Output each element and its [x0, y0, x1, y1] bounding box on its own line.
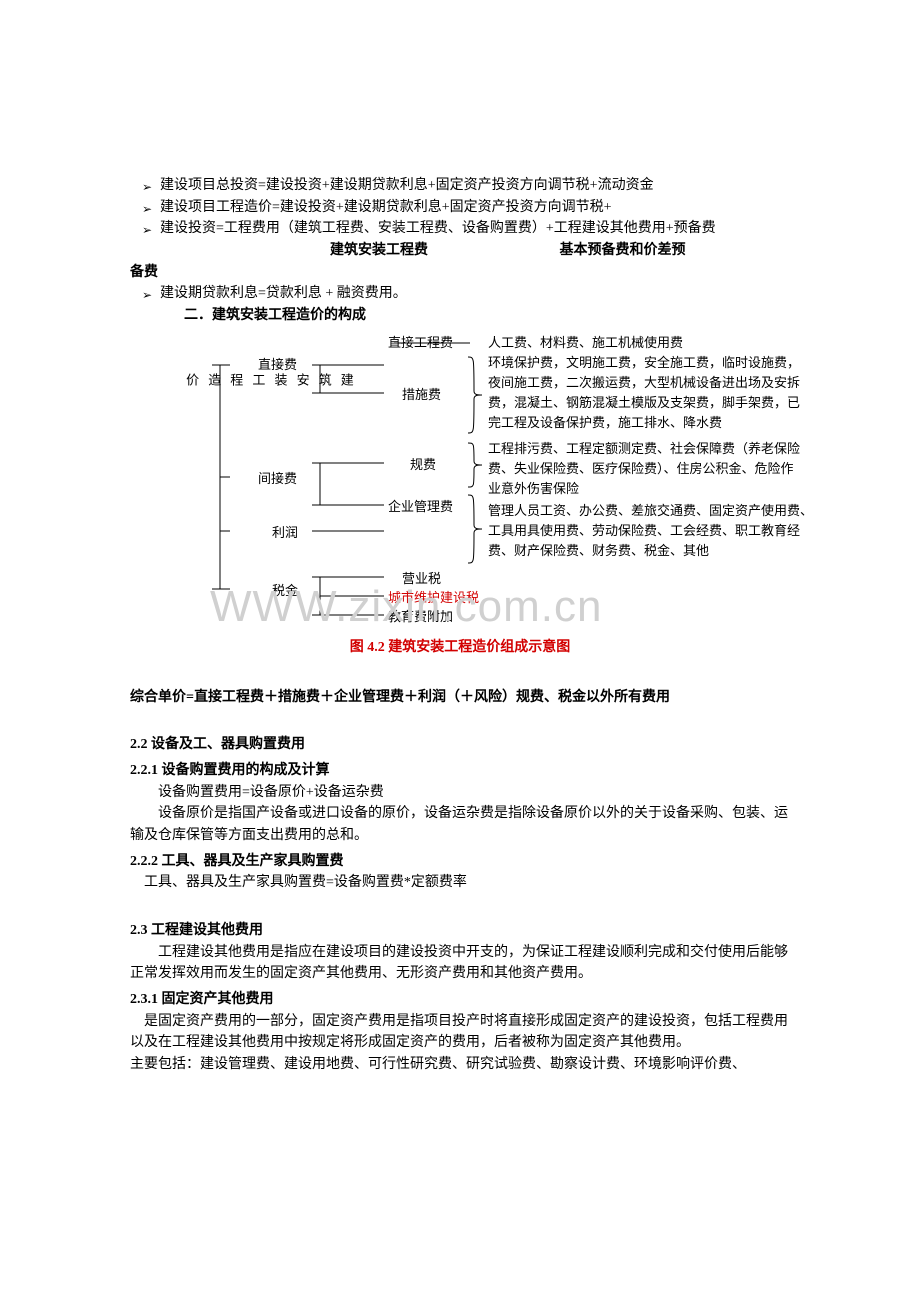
s231-p2: 是固定资产费用的一部分，固定资产费用是指项目投产时将直接形成固定资产的建设投资，…: [130, 1011, 790, 1054]
bullet-2: ➢ 建设项目工程造价=建设投资+建设期贷款利息+固定资产投资方向调节税+: [130, 197, 790, 219]
l2-rule: 规费: [410, 455, 436, 475]
root-label: 建筑安装工程造价: [180, 373, 357, 392]
s222-head: 2.2.2 工具、器具及生产家具购置费: [130, 851, 790, 873]
r4a: 管理人员工资、办公费、差旅交通费、固定资产使用费、: [488, 501, 813, 521]
r1: 人工费、材料费、施工机械使用费: [488, 333, 683, 353]
b3-right: 基本预备费和价差预: [560, 240, 686, 262]
section-2-title: 二．建筑安装工程造价的构成: [130, 305, 790, 327]
b3-left: 建筑安装工程费: [330, 240, 428, 262]
l1-tax: 税金: [272, 581, 298, 601]
bullet-1: ➢ 建设项目总投资=建设投资+建设期贷款利息+固定资产投资方向调节税+流动资金: [130, 175, 790, 197]
s231-head: 2.3.1 固定资产其他费用: [130, 989, 790, 1011]
r4c: 费、财产保险费、财务费、税金、其他: [488, 541, 709, 561]
bullet-4: ➢ 建设期贷款利息=贷款利息 + 融资费用。: [130, 283, 790, 305]
formula-line: 综合单价=直接工程费＋措施费＋企业管理费＋利润（＋风险）规费、税金以外所有费用: [130, 687, 790, 709]
r2c: 费，混凝土、钢筋混凝土模版及支架费，脚手架费，已: [488, 393, 800, 413]
s23-p1: 工程建设其他费用是指应在建设项目的建设投资中开支的，为保证工程建设顺利完成和交付…: [130, 942, 790, 985]
l1-direct: 直接费: [258, 355, 297, 375]
l2-mgmt: 企业管理费: [388, 497, 453, 517]
l2-biztax: 营业税: [402, 569, 441, 589]
l2-direct-eng: 直接工程费: [388, 333, 453, 353]
bullet-4-text: 建设期贷款利息=贷款利息 + 融资费用。: [160, 286, 407, 301]
bullet-2-text: 建设项目工程造价=建设投资+建设期贷款利息+固定资产投资方向调节税+: [160, 200, 612, 215]
s222-p3: 工具、器具及生产家具购置费=设备购置费*定额费率: [130, 872, 790, 894]
bullet-1-text: 建设项目总投资=建设投资+建设期贷款利息+固定资产投资方向调节税+流动资金: [160, 178, 654, 193]
l2-citytax: 城市维护建设税: [388, 588, 479, 608]
l2-edutax: 教育费附加: [388, 607, 453, 627]
s23-head: 2.3 工程建设其他费用: [130, 920, 790, 942]
r3c: 业意外伤害保险: [488, 479, 579, 499]
s221-head: 2.2.1 设备购置费用的构成及计算: [130, 760, 790, 782]
r3b: 费、失业保险费、医疗保险费）、住房公积金、危险作: [488, 459, 794, 479]
bullet-3-subline: 建筑安装工程费 基本预备费和价差预: [130, 240, 790, 262]
bullet-icon: ➢: [142, 200, 152, 219]
r2d: 完工程及设备保护费，施工排水、降水费: [488, 413, 722, 433]
s22-head: 2.2 设备及工、器具购置费用: [130, 734, 790, 756]
bullet-icon: ➢: [142, 286, 152, 305]
s221-p2: 设备原价是指国产设备或进口设备的原价，设备运杂费是指除设备原价以外的关于设备采购…: [130, 803, 790, 846]
bullet-3-text: 建设投资=工程费用（建筑工程费、安装工程费、设备购置费）+工程建设其他费用+预备…: [160, 221, 716, 236]
cost-structure-diagram: 建筑安装工程造价 直接费 间接费 利润 税金 直接工程费 措施费 规费 企业管理…: [130, 333, 790, 633]
b3-cont: 备费: [130, 262, 790, 284]
s231-p3: 主要包括：建设管理费、建设用地费、可行性研究费、研究试验费、勘察设计费、环境影响…: [130, 1054, 790, 1076]
bullet-icon: ➢: [142, 221, 152, 240]
r4b: 工具用具使用费、劳动保险费、工会经费、职工教育经: [488, 521, 800, 541]
bullet-3: ➢ 建设投资=工程费用（建筑工程费、安装工程费、设备购置费）+工程建设其他费用+…: [130, 218, 790, 240]
r3a: 工程排污费、工程定额测定费、社会保障费（养老保险: [488, 439, 800, 459]
bullet-icon: ➢: [142, 178, 152, 197]
figure-caption: 图 4.2 建筑安装工程造价组成示意图: [130, 637, 790, 659]
l2-measure: 措施费: [402, 385, 441, 405]
r2a: 环境保护费，文明施工费，安全施工费，临时设施费，: [488, 353, 800, 373]
l1-indirect: 间接费: [258, 469, 297, 489]
s221-p1: 设备购置费用=设备原价+设备运杂费: [130, 782, 790, 804]
r2b: 夜间施工费，二次搬运费，大型机械设备进出场及安拆: [488, 373, 800, 393]
l1-profit: 利润: [272, 523, 298, 543]
